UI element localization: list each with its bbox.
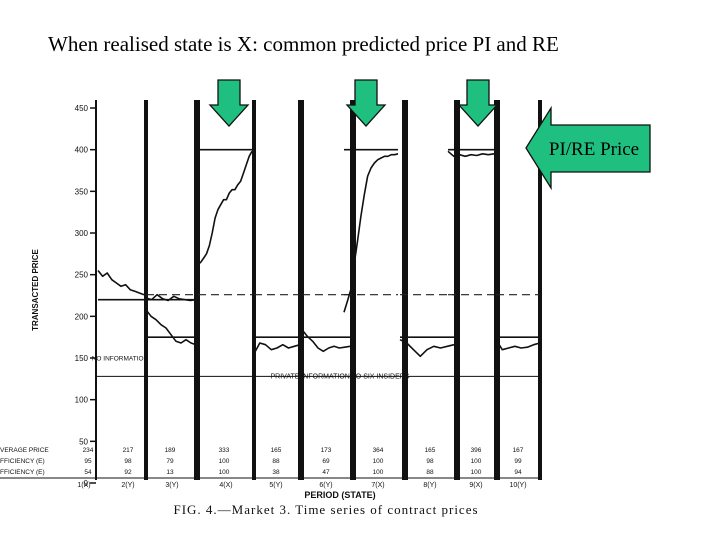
table-cell: 69: [322, 458, 330, 465]
table-row-label: FFICIENCY (E): [0, 458, 45, 465]
y-tick-label: 250: [75, 271, 89, 280]
table-cell: 98: [124, 458, 132, 465]
price-path-period-10: [495, 339, 541, 351]
y-tick-label: 150: [75, 354, 89, 363]
price-path-period-1: [97, 270, 145, 296]
period-divider: [454, 100, 460, 480]
x-tick-label: 8(Y): [423, 482, 436, 489]
x-tick-label: 4(X): [219, 482, 232, 489]
y-tick-label: 100: [75, 396, 89, 405]
x-tick-label: 3(Y): [165, 482, 178, 489]
reference-lines: [98, 148, 540, 338]
x-axis: 1(X) 2(Y) 3(Y) 4(X) 5(Y) 6(Y) 7(X) 8(Y) 9(X) 10(Y…: [77, 482, 526, 489]
y-tick-label: 350: [75, 187, 89, 196]
period-band: [146, 100, 196, 480]
price-path-period-2: [145, 293, 197, 302]
table-cell: 38: [272, 469, 280, 476]
price-path-period-7: [343, 153, 399, 313]
x-tick-label: 7(X): [371, 482, 384, 489]
period-divider: [350, 100, 356, 480]
figure-caption: FIG. 4.—Market 3. Time series of contrac…: [173, 502, 478, 517]
table-cell: 100: [373, 469, 384, 476]
highlight-arrow-period-7(X): [345, 79, 387, 127]
table-cell: 88: [426, 469, 434, 476]
period-divider: [402, 100, 408, 480]
x-tick-label: 5(Y): [269, 482, 282, 489]
price-path-period-6: [301, 329, 351, 353]
callout-label: PI/RE Price: [549, 139, 639, 160]
markers: PI/RE Price: [208, 79, 651, 191]
table-cell: 13: [166, 469, 174, 476]
y-tick-label: 400: [75, 146, 89, 155]
y-axis-label: TRANSACTED PRICE: [31, 248, 40, 330]
period-band: [300, 100, 352, 480]
period-divider: [538, 100, 542, 480]
y-tick-label: 200: [75, 312, 89, 321]
price-path-period-5: [253, 342, 301, 355]
x-tick-label: 10(Y): [509, 482, 526, 489]
table-cell: 100: [471, 469, 482, 476]
table-cell: 88: [272, 458, 280, 465]
table-cell: 99: [514, 458, 522, 465]
highlight-arrow-period-4(X): [208, 79, 250, 127]
highlight-arrow-period-9(X): [457, 79, 499, 127]
annotations: NO INFORMATION PRIVATE INFORMATION TO SIX…: [92, 355, 540, 380]
table-cell: 100: [471, 458, 482, 465]
period-divider: [252, 100, 256, 480]
price-path-period-4: [197, 150, 253, 266]
annotation-no-information: NO INFORMATION: [92, 355, 149, 362]
table-cell: 98: [426, 458, 434, 465]
annotation-private-information: PRIVATE INFORMATION TO SIX INSIDERS: [271, 373, 410, 380]
period-divider: [194, 100, 200, 480]
period-divider: [298, 100, 304, 480]
summary-table: VERAGE PRICE FFICIENCY (E) FFICIENCY (E) 23…: [0, 447, 540, 479]
x-tick-label: 9(X): [469, 482, 482, 489]
table-cell: 364: [373, 447, 384, 454]
y-tick-label: 0: [84, 479, 89, 488]
price-series: [97, 150, 541, 358]
table-cell: 234: [83, 447, 94, 454]
price-path-period-3: [145, 309, 197, 346]
table-row-label: FFICIENCY (E): [0, 469, 45, 476]
table-cell: 47: [322, 469, 330, 476]
price-path-period-9: [447, 150, 495, 158]
table-cell: 92: [124, 469, 132, 476]
x-axis-label: PERIOD (STATE): [304, 490, 375, 500]
period-divider: [144, 100, 148, 480]
table-cell: 167: [513, 447, 524, 454]
table-cell: 396: [471, 447, 482, 454]
table-cell: 100: [373, 458, 384, 465]
period-divider: [494, 100, 500, 480]
table-cell: 95: [84, 458, 92, 465]
table-cell: 54: [84, 469, 92, 476]
slide-title: When realised state is X: common predict…: [48, 32, 559, 56]
period-band: [198, 100, 252, 480]
period-bands: [144, 100, 542, 480]
table-row-label: VERAGE PRICE: [0, 447, 49, 454]
table-cell: 100: [219, 458, 230, 465]
x-tick-label: 2(Y): [121, 482, 134, 489]
table-cell: 217: [123, 447, 134, 454]
table-cell: 79: [166, 458, 174, 465]
x-tick-label: 6(Y): [319, 482, 332, 489]
table-cell: 173: [321, 447, 332, 454]
y-tick-label: 300: [75, 229, 89, 238]
table-cell: 189: [165, 447, 176, 454]
table-cell: 165: [425, 447, 436, 454]
table-cell: 94: [514, 469, 522, 476]
y-axis: 0 50 100 150 200 250 300 350 400 450: [75, 100, 97, 488]
y-tick-label: 450: [75, 104, 89, 113]
price-path-period-8: [399, 338, 455, 358]
period-band: [496, 100, 540, 480]
table-cell: 100: [219, 469, 230, 476]
pi-re-price-callout: [525, 105, 651, 191]
period-band: [404, 100, 456, 480]
y-tick-label: 50: [79, 437, 88, 446]
table-cell: 165: [271, 447, 282, 454]
table-cell: 333: [219, 447, 230, 454]
x-tick-label: 1(X): [77, 482, 90, 489]
